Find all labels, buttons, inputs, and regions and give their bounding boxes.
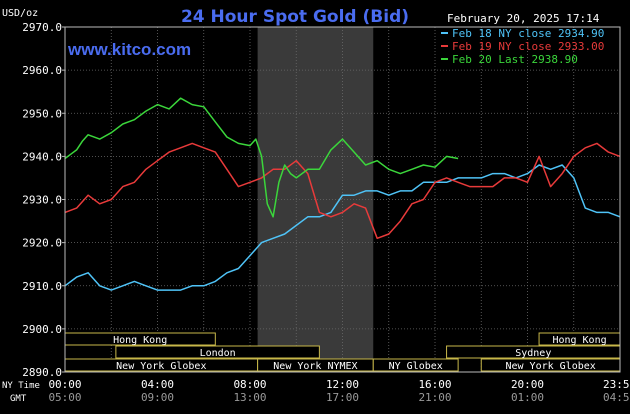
y-tick-label: 2920.0: [22, 237, 62, 250]
x-tick-label-gmt: 13:00: [233, 391, 266, 404]
grid-lines: [65, 27, 620, 372]
series-line-1: [64, 164, 621, 291]
market-session-label: Sydney: [515, 348, 551, 359]
series-line-2: [64, 142, 621, 240]
x-tick-label-ny: 12:00: [326, 378, 359, 391]
x-tick-label-ny: 16:00: [418, 378, 451, 391]
market-session-label: NY Globex: [389, 361, 443, 372]
market-session-label: London: [200, 348, 236, 359]
x-tick-label-gmt: 21:00: [418, 391, 451, 404]
market-session-bar: [372, 358, 459, 372]
y-tick-label: 2970.0: [22, 21, 62, 34]
y-tick-label: 2960.0: [22, 64, 62, 77]
gmt-row-label: GMT: [10, 394, 27, 404]
y-tick-label: 2890.0: [22, 366, 62, 379]
legend-entry: Feb 20 Last 2938.90: [452, 53, 578, 66]
x-tick-label-ny: 08:00: [233, 378, 266, 391]
ny-time-row-label: NY Time: [2, 381, 40, 391]
x-tick-label-ny: 23:59: [603, 378, 630, 391]
market-session-label: New York Globex: [505, 361, 595, 372]
y-tick-label: 2930.0: [22, 194, 62, 207]
market-session-label: Hong Kong: [113, 335, 167, 346]
brand-link[interactable]: www.kitco.com: [67, 40, 191, 59]
x-tick-label-gmt: 04:59: [603, 391, 630, 404]
legend-entry: Feb 18 NY close 2934.90: [452, 27, 604, 40]
x-tick-label-gmt: 01:00: [511, 391, 544, 404]
x-tick-label-gmt: 05:00: [48, 391, 81, 404]
market-session-label: Hong Kong: [552, 335, 606, 346]
x-tick-label-ny: 00:00: [48, 378, 81, 391]
x-tick-label-ny: 04:00: [141, 378, 174, 391]
series-line-3: [64, 97, 459, 218]
chart-title: 24 Hour Spot Gold (Bid): [181, 7, 409, 27]
y-tick-label: 2910.0: [22, 280, 62, 293]
x-tick-label-gmt: 17:00: [326, 391, 359, 404]
market-session-bar: [115, 345, 320, 359]
plot-border: [64, 26, 621, 373]
y-tick-label: 2900.0: [22, 323, 62, 336]
legend-entry: Feb 19 NY close 2933.00: [452, 40, 604, 53]
chart-timestamp: February 20, 2025 17:14: [447, 12, 600, 25]
x-tick-label-ny: 20:00: [511, 378, 544, 391]
y-tick-label: 2940.0: [22, 150, 62, 163]
x-tick-label-gmt: 09:00: [141, 391, 174, 404]
y-axis-label: USD/oz: [2, 8, 38, 19]
y-tick-label: 2950.0: [22, 107, 62, 120]
market-session-label: New York Globex: [116, 361, 206, 372]
y-axis-ticks: 2970.0 2960.0 2950.0 2940.0 2930.0 2920.0 2910…: [22, 21, 65, 379]
series-lines: [64, 97, 621, 291]
market-session-label: New York NYMEX: [273, 361, 357, 372]
